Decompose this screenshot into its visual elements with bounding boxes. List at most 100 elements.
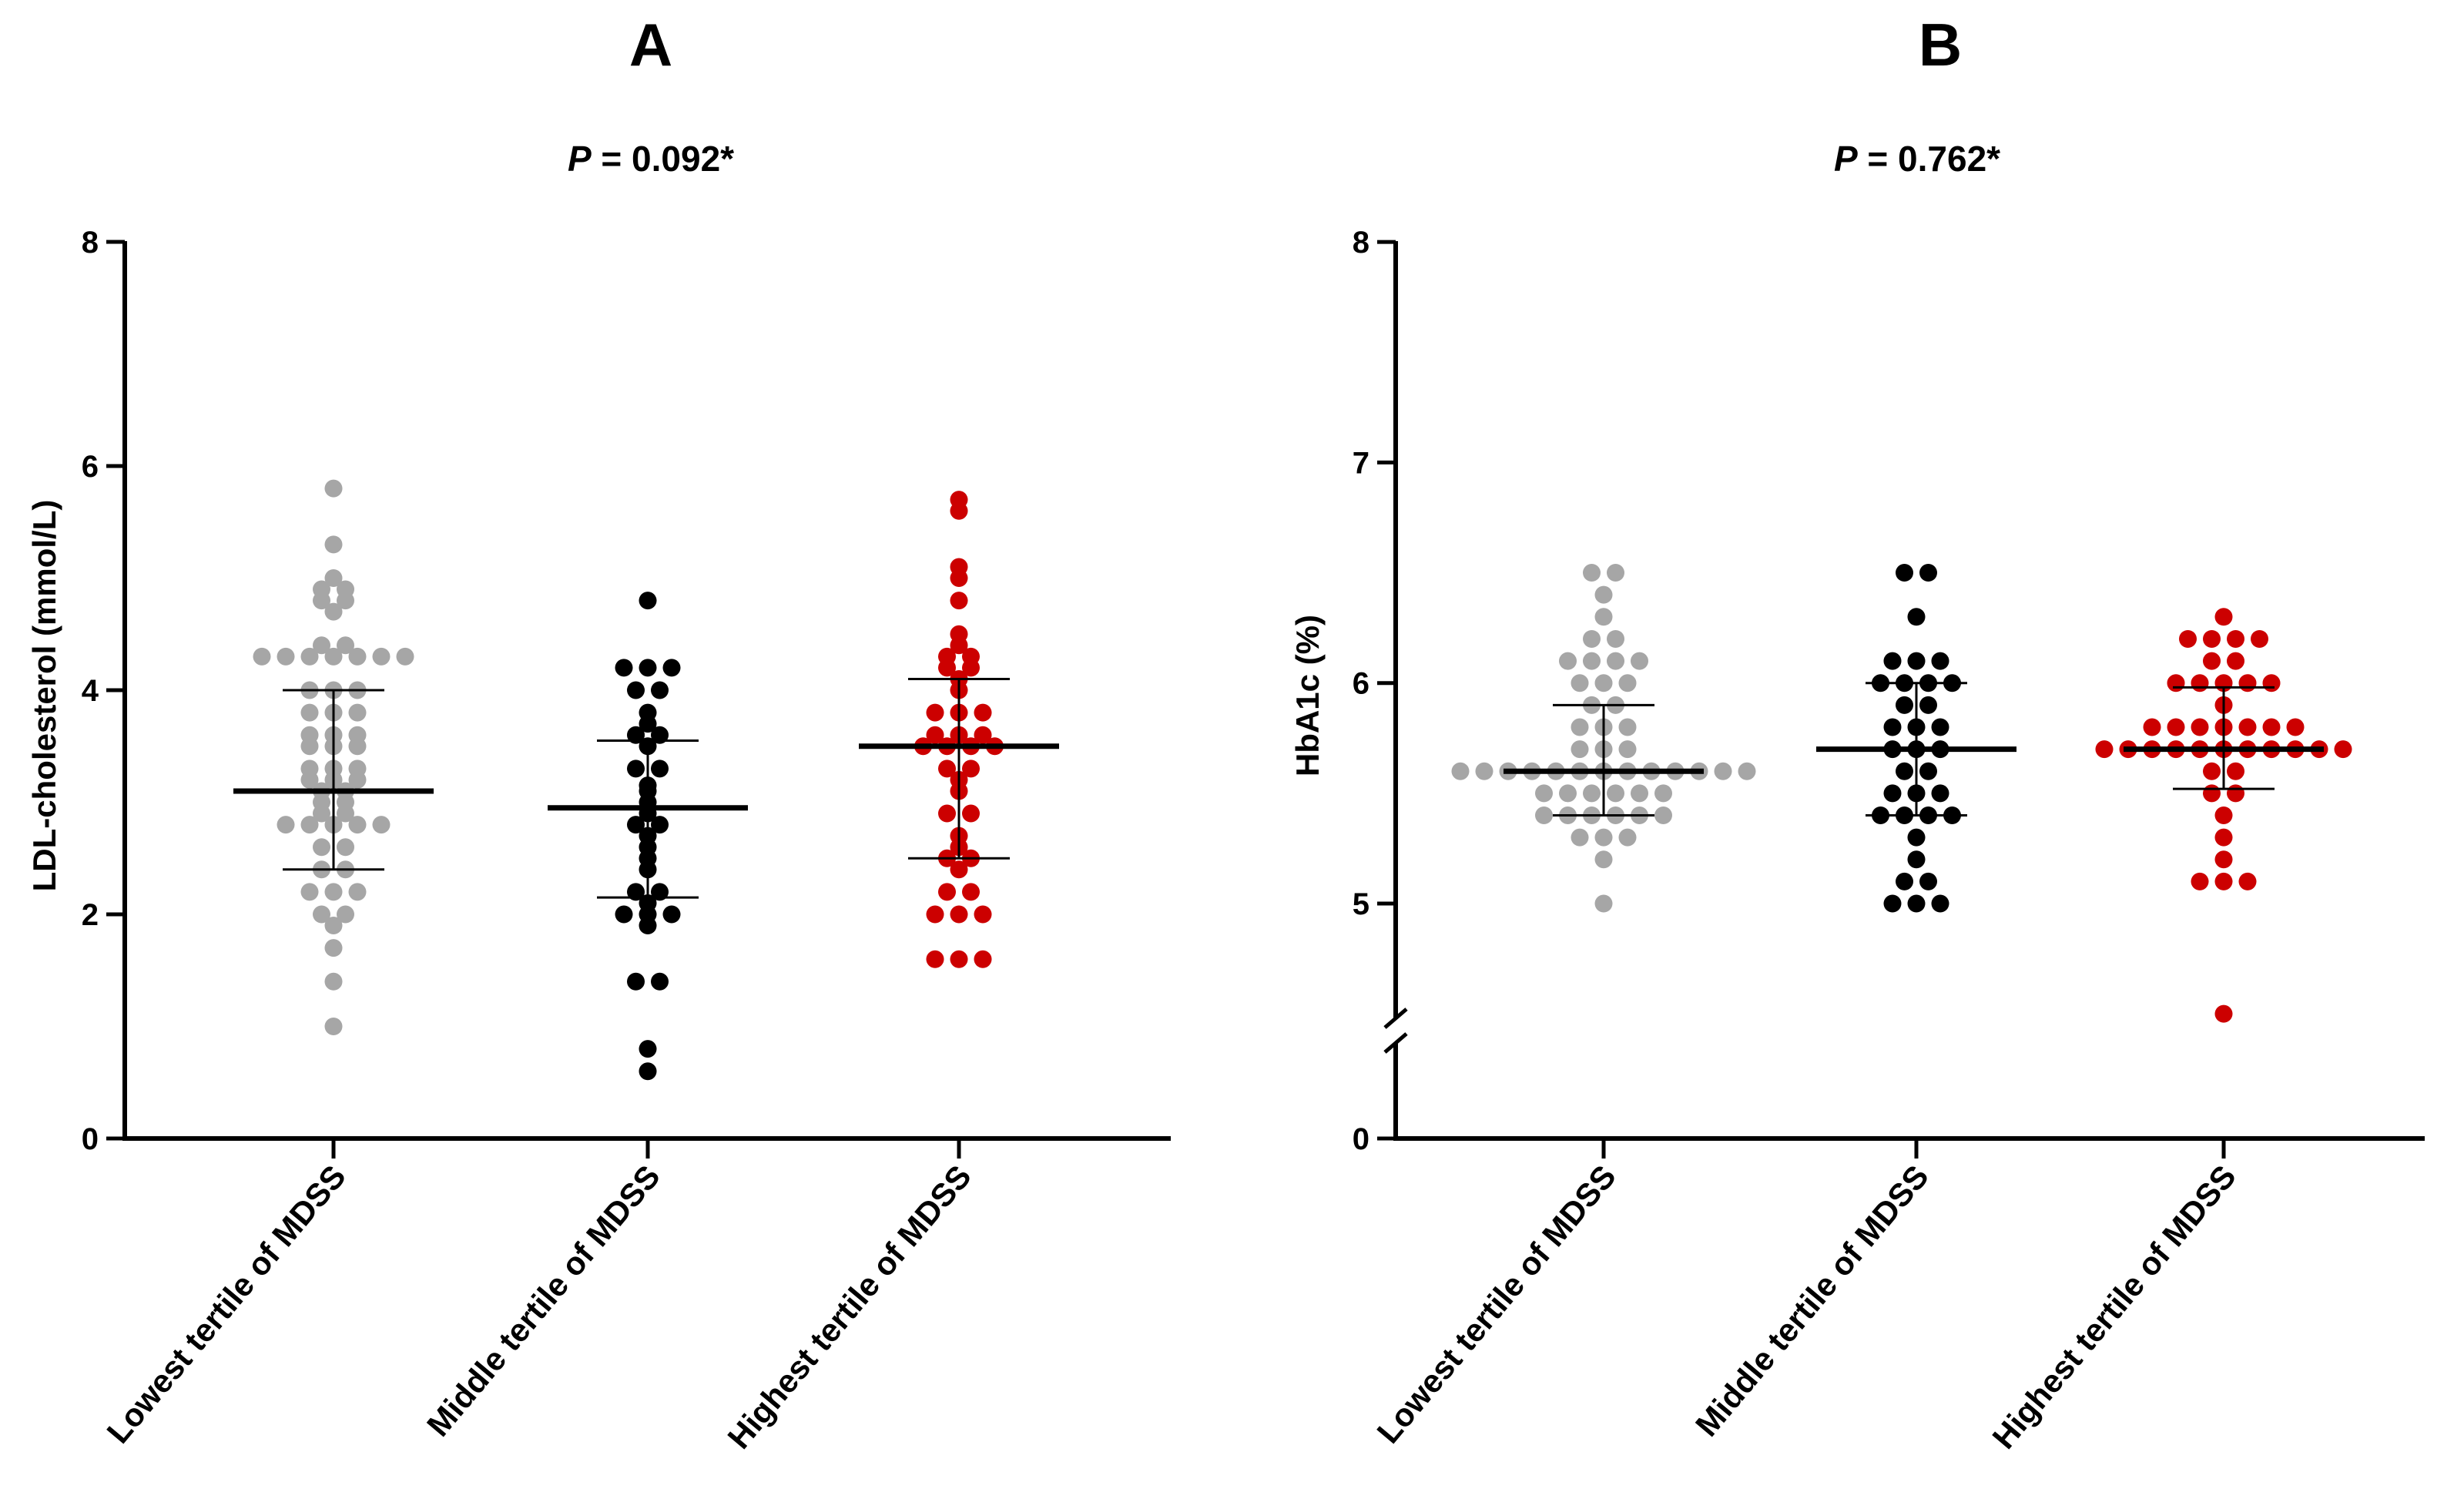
panel-b-p-value: P = 0.762* bbox=[1834, 139, 2000, 179]
data-point bbox=[1883, 784, 1902, 803]
panel-a-letter: A bbox=[629, 11, 672, 79]
data-point bbox=[1559, 652, 1577, 670]
data-point bbox=[651, 972, 669, 991]
data-point bbox=[337, 636, 354, 655]
data-point bbox=[324, 1018, 343, 1035]
data-point bbox=[337, 838, 354, 857]
data-point bbox=[639, 592, 657, 610]
data-point bbox=[974, 726, 992, 744]
data-point bbox=[1535, 806, 1553, 824]
data-point bbox=[1931, 718, 1949, 736]
data-point bbox=[313, 905, 330, 924]
data-point bbox=[2203, 784, 2221, 803]
y-tick-label: 8 bbox=[82, 226, 99, 260]
data-point bbox=[348, 737, 367, 756]
data-point bbox=[627, 760, 645, 778]
data-point bbox=[1607, 564, 1624, 582]
data-point bbox=[662, 905, 681, 924]
data-point bbox=[2262, 674, 2281, 692]
data-point bbox=[1919, 762, 1937, 780]
panel-a-y-axis-title: LDL-cholesterol (mmol/L) bbox=[26, 500, 62, 892]
y-tick-label: 0 bbox=[82, 1122, 99, 1156]
axis-break-mark-lower bbox=[1383, 1032, 1408, 1054]
data-point bbox=[627, 816, 645, 834]
data-point bbox=[1931, 784, 1949, 803]
panel-a: A P = 0.092* LDL-cholesterol (mmol/L) 0 2… bbox=[26, 11, 1171, 1456]
data-point bbox=[1583, 629, 1601, 648]
x-category-label: Lowest tertile of MDSS bbox=[99, 1159, 353, 1450]
data-point bbox=[1907, 850, 1926, 869]
data-point bbox=[2334, 740, 2352, 759]
data-point bbox=[324, 883, 343, 901]
data-point bbox=[313, 592, 330, 610]
data-point bbox=[1583, 564, 1601, 582]
data-point bbox=[313, 636, 330, 655]
data-point bbox=[639, 1062, 657, 1081]
data-point bbox=[1907, 608, 1926, 626]
data-point bbox=[2214, 1004, 2233, 1023]
data-point bbox=[1931, 894, 1949, 913]
data-point bbox=[2286, 718, 2305, 736]
data-point bbox=[950, 569, 968, 587]
data-point bbox=[300, 703, 319, 722]
data-point bbox=[950, 860, 968, 879]
data-point bbox=[1535, 784, 1553, 803]
data-point bbox=[372, 816, 391, 834]
data-point bbox=[2191, 872, 2209, 890]
data-point bbox=[950, 905, 968, 924]
data-point bbox=[2095, 740, 2114, 759]
data-point bbox=[950, 950, 968, 968]
x-category-label: Lowest tertile of MDSS bbox=[1369, 1159, 1623, 1450]
data-point bbox=[2227, 629, 2244, 648]
data-point bbox=[1607, 784, 1624, 803]
data-point bbox=[324, 917, 343, 935]
data-point bbox=[1451, 762, 1470, 780]
data-point bbox=[324, 535, 343, 554]
data-point bbox=[1571, 674, 1589, 692]
data-point bbox=[1571, 718, 1589, 736]
data-point bbox=[2191, 718, 2209, 736]
data-point bbox=[639, 715, 657, 733]
x-category-label: Middle tertile of MDSS bbox=[1688, 1159, 1936, 1444]
data-point bbox=[348, 647, 367, 666]
data-point bbox=[1571, 740, 1589, 759]
data-point bbox=[1896, 762, 1913, 780]
data-point bbox=[2238, 718, 2257, 736]
data-point bbox=[2203, 629, 2221, 648]
data-point bbox=[2262, 718, 2281, 736]
data-point bbox=[1907, 894, 1926, 913]
data-point bbox=[639, 1040, 657, 1058]
data-point bbox=[926, 905, 944, 924]
data-point bbox=[962, 883, 980, 901]
data-point bbox=[1583, 784, 1601, 803]
data-point bbox=[974, 950, 992, 968]
data-point bbox=[2227, 784, 2244, 803]
data-point bbox=[1883, 718, 1902, 736]
y-tick-label: 4 bbox=[82, 674, 99, 708]
data-point bbox=[938, 804, 956, 823]
data-point bbox=[300, 737, 319, 756]
data-point bbox=[1618, 718, 1637, 736]
x-category-label: Middle tertile of MDSS bbox=[420, 1159, 667, 1444]
y-tick-label: 5 bbox=[1353, 887, 1369, 921]
panel-b-plot-area: 0 5 6 7 8 Lowest tertile of MDSS Middle tertil… bbox=[1353, 226, 2425, 1456]
x-category-label: Highest tertile of MDSS bbox=[1985, 1159, 2243, 1456]
data-point bbox=[1583, 652, 1601, 670]
data-point bbox=[2214, 850, 2233, 869]
data-point bbox=[627, 883, 645, 901]
data-point bbox=[2251, 629, 2268, 648]
data-point bbox=[1907, 652, 1926, 670]
data-point bbox=[2191, 674, 2209, 692]
data-point bbox=[313, 804, 330, 823]
data-point bbox=[651, 883, 669, 901]
data-point bbox=[1594, 608, 1613, 626]
panel-a-p-value: P = 0.092* bbox=[568, 139, 734, 179]
y-tick-label: 6 bbox=[1353, 667, 1369, 701]
panel-a-plot-area: 0 2 4 6 8 Lowest tertile of MDSS Middle tertil… bbox=[82, 226, 1171, 1456]
panel-b-letter: B bbox=[1919, 11, 1962, 79]
data-point bbox=[253, 647, 271, 666]
data-point bbox=[300, 647, 319, 666]
data-point bbox=[938, 883, 956, 901]
data-point bbox=[1607, 652, 1624, 670]
